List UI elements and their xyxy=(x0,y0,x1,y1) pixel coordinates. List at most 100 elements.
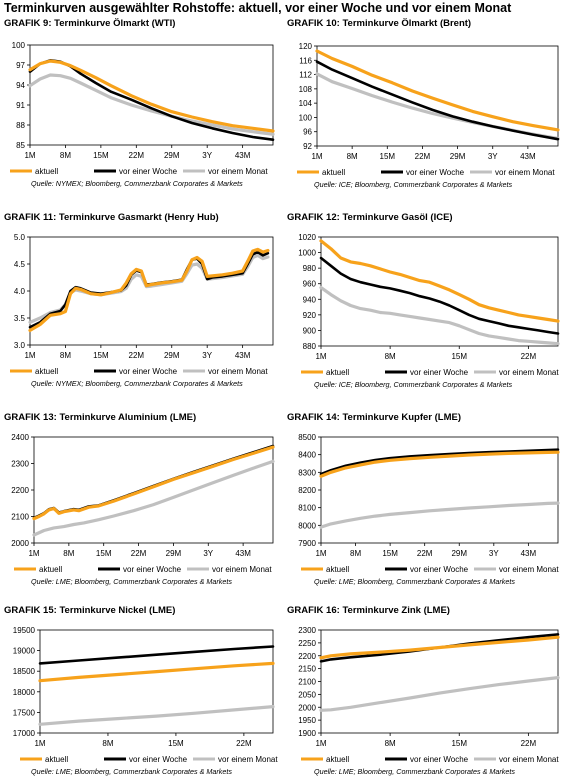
y-tick-label: 17500 xyxy=(13,708,36,717)
y-tick-label: 4.0 xyxy=(14,287,26,296)
y-tick-label: 85 xyxy=(16,141,25,150)
x-tick-label: 8M xyxy=(350,549,361,558)
x-tick-label: 15M xyxy=(380,152,396,161)
y-tick-label: 5.0 xyxy=(14,233,26,242)
y-tick-label: 7900 xyxy=(298,539,316,548)
x-tick-label: 15M xyxy=(93,351,109,360)
chart-aluminium: GRAFIK 13: Terminkurve Aluminium (LME) 20… xyxy=(0,410,283,596)
y-tick-label: 17000 xyxy=(13,729,36,738)
y-tick-label: 8000 xyxy=(298,521,316,530)
source-note: Quelle: NYMEX; Bloomberg, Commerzbank Co… xyxy=(31,379,243,388)
legend-label: vor einer Woche xyxy=(119,167,178,176)
series-line-aktuell xyxy=(28,59,275,133)
y-tick-label: 96 xyxy=(303,128,312,137)
legend-label: aktuell xyxy=(39,565,62,574)
chart-title-text: Terminkurve Ölmarkt (Brent) xyxy=(342,18,471,29)
x-tick-label: 1M xyxy=(24,151,35,160)
x-tick-label: 1M xyxy=(315,549,326,558)
x-tick-label: 22M xyxy=(415,152,431,161)
legend-label: vor einem Monat xyxy=(212,565,272,574)
y-tick-label: 980 xyxy=(303,264,317,273)
x-tick-label: 1M xyxy=(28,549,39,558)
y-tick-label: 920 xyxy=(303,311,317,320)
x-tick-label: 1M xyxy=(315,352,326,361)
y-tick-label: 108 xyxy=(299,85,313,94)
x-tick-label: 43M xyxy=(235,151,251,160)
source-note: Quelle: ICE; Bloomberg, Commerzbank Corp… xyxy=(314,380,513,389)
grafik-label: GRAFIK 15: xyxy=(4,605,59,616)
source-note: Quelle: LME; Bloomberg, Commerzbank Corp… xyxy=(31,767,232,776)
x-tick-label: 1M xyxy=(315,739,326,748)
legend-label: aktuell xyxy=(35,367,58,376)
chart-title: GRAFIK 16: Terminkurve Zink (LME) xyxy=(287,605,450,616)
y-tick-label: 120 xyxy=(299,42,313,51)
x-tick-label: 22M xyxy=(417,549,433,558)
legend-label: vor einer Woche xyxy=(406,168,465,177)
y-tick-label: 2300 xyxy=(11,460,29,469)
y-tick-label: 2100 xyxy=(298,678,316,687)
series-line-monat xyxy=(38,705,275,726)
x-tick-label: 1M xyxy=(34,739,45,748)
y-tick-label: 19000 xyxy=(13,647,36,656)
chart-kupfer: GRAFIK 14: Terminkurve Kupfer (LME) 7900 8… xyxy=(283,410,566,596)
series-line-woche xyxy=(315,60,560,141)
y-tick-label: 4.5 xyxy=(14,260,26,269)
y-tick-label: 2000 xyxy=(298,703,316,712)
y-tick-label: 940 xyxy=(303,295,317,304)
x-tick-label: 3Y xyxy=(202,151,212,160)
legend-label: vor einem Monat xyxy=(495,168,555,177)
series-line-woche xyxy=(319,448,560,476)
x-tick-label: 15M xyxy=(451,739,467,748)
y-tick-label: 2300 xyxy=(298,626,316,635)
y-tick-label: 92 xyxy=(303,142,312,151)
chart-brent: GRAFIK 10: Terminkurve Ölmarkt (Brent) 92… xyxy=(283,16,566,198)
chart-gasoel: GRAFIK 12: Terminkurve Gasöl (ICE) 880 900… xyxy=(283,210,566,400)
y-tick-label: 2250 xyxy=(298,639,316,648)
legend-label: vor einem Monat xyxy=(218,755,278,764)
x-tick-label: 1M xyxy=(24,351,35,360)
chart-title-text: Terminkurve Kupfer (LME) xyxy=(342,412,461,423)
series-line-aktuell xyxy=(319,450,560,478)
x-tick-label: 22M xyxy=(521,352,537,361)
chart-wti: GRAFIK 9: Terminkurve Ölmarkt (WTI) 85 88 9… xyxy=(0,16,283,198)
legend-label: vor einem Monat xyxy=(208,167,268,176)
x-tick-label: 15M xyxy=(96,549,112,558)
x-tick-label: 3Y xyxy=(203,549,213,558)
plot-frame xyxy=(33,436,274,544)
y-tick-label: 8100 xyxy=(298,504,316,513)
source-note: Quelle: LME; Bloomberg, Commerzbank Corp… xyxy=(31,577,232,586)
y-tick-label: 2100 xyxy=(11,513,29,522)
x-tick-label: 3Y xyxy=(488,152,498,161)
x-tick-label: 8M xyxy=(60,351,71,360)
chart-title-text: Terminkurve Gasmarkt (Henry Hub) xyxy=(59,212,219,223)
legend-label: vor einer Woche xyxy=(123,565,182,574)
series-line-monat xyxy=(315,72,560,141)
source-note: Quelle: LME; Bloomberg, Commerzbank Corp… xyxy=(314,577,515,586)
y-tick-label: 2050 xyxy=(298,690,316,699)
plot-frame xyxy=(320,236,559,347)
y-tick-label: 1900 xyxy=(298,729,316,738)
series-line-aktuell xyxy=(32,445,275,521)
grafik-label: GRAFIK 16: xyxy=(287,605,342,616)
x-tick-label: 3Y xyxy=(202,351,212,360)
grafik-label: GRAFIK 10: xyxy=(287,18,342,29)
x-tick-label: 8M xyxy=(60,151,71,160)
y-tick-label: 2400 xyxy=(11,433,29,442)
x-tick-label: 3Y xyxy=(489,549,499,558)
chart-title: GRAFIK 15: Terminkurve Nickel (LME) xyxy=(4,605,175,616)
series-line-monat xyxy=(319,676,560,712)
series-line-aktuell xyxy=(319,635,560,660)
x-tick-label: 43M xyxy=(520,152,536,161)
chart-title-text: Terminkurve Aluminium (LME) xyxy=(59,412,196,423)
x-tick-label: 15M xyxy=(168,739,184,748)
legend-label: vor einem Monat xyxy=(499,755,559,764)
x-tick-label: 29M xyxy=(166,549,182,558)
y-tick-label: 900 xyxy=(303,326,317,335)
y-tick-label: 8400 xyxy=(298,451,316,460)
x-tick-label: 15M xyxy=(93,151,109,160)
legend-label: vor einer Woche xyxy=(410,755,469,764)
legend-label: vor einem Monat xyxy=(499,368,559,377)
legend-label: vor einer Woche xyxy=(410,565,469,574)
y-tick-label: 8300 xyxy=(298,468,316,477)
x-tick-label: 22M xyxy=(131,549,147,558)
